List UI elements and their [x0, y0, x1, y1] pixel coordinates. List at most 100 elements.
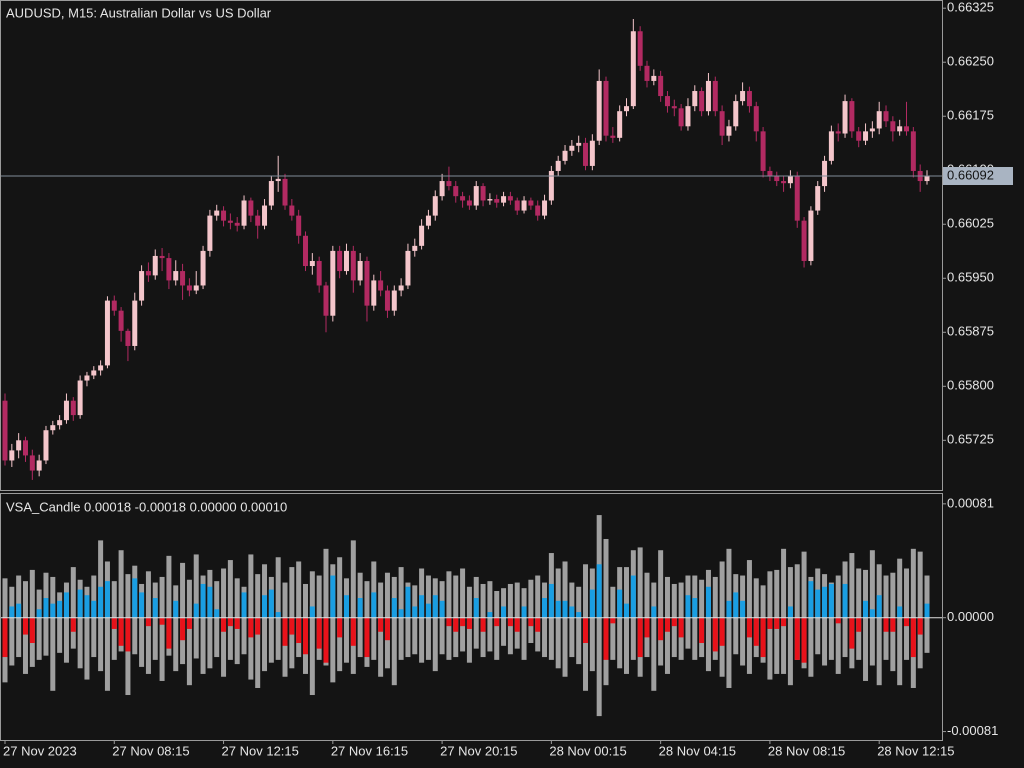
range-bar-down [152, 617, 158, 660]
range-bar-up [50, 576, 56, 618]
value-bar [740, 600, 746, 618]
candle-body [692, 91, 698, 107]
range-bar-up [227, 560, 233, 618]
range-bar-down [733, 617, 739, 655]
range-bar-down [63, 617, 69, 663]
candle-body [589, 140, 595, 166]
value-bar [43, 598, 49, 618]
value-bar [275, 612, 281, 618]
value-bar [207, 586, 213, 618]
candle-body [808, 210, 814, 261]
candle-body [378, 280, 384, 291]
range-bar-down [740, 617, 746, 666]
range-bar-up [787, 567, 793, 618]
candle-body [644, 65, 650, 81]
candle-body [726, 126, 732, 136]
range-bar-down [904, 617, 910, 660]
range-bar-up [248, 554, 254, 618]
value-bar [658, 617, 664, 641]
candle-body [132, 300, 138, 346]
candle-body [371, 280, 377, 306]
value-bar [227, 617, 233, 627]
range-bar-down [173, 617, 179, 672]
candle-body [460, 196, 466, 201]
candle-body [125, 330, 131, 346]
range-bar-down [419, 617, 425, 663]
range-bar-up [16, 575, 22, 618]
y-tick-label: 0.66325 [947, 0, 994, 15]
range-bar-up [890, 572, 896, 618]
value-bar [542, 598, 548, 618]
range-bar-down [104, 617, 110, 691]
candle-body [658, 75, 664, 97]
range-bar-down [658, 617, 664, 666]
candle-body [384, 290, 390, 311]
range-bar-up [22, 581, 28, 618]
value-bar [630, 575, 636, 618]
candle-body [856, 131, 862, 141]
range-bar-up [275, 557, 281, 618]
candle-body [104, 300, 110, 366]
range-bar-down [282, 617, 288, 677]
y-tick-label: 0.65725 [947, 432, 994, 447]
range-bar-down [439, 617, 445, 655]
value-bar [569, 606, 575, 618]
value-bar [910, 617, 916, 658]
range-bar-down [501, 617, 507, 646]
range-bar-down [268, 617, 274, 663]
range-bar-up [214, 581, 220, 618]
value-bar [139, 592, 145, 618]
value-bar [84, 595, 90, 618]
range-bar-down [863, 617, 869, 681]
candle-body [733, 101, 739, 127]
candle-body [36, 460, 42, 471]
value-bar [125, 617, 131, 652]
value-bar [473, 598, 479, 618]
value-bar [610, 617, 616, 624]
range-bar-up [719, 561, 725, 618]
range-bar-up [562, 561, 568, 618]
x-tick-label: 28 Nov 08:15 [768, 743, 845, 758]
range-bar-down [77, 617, 83, 669]
range-bar-up [753, 578, 759, 618]
candle-body [214, 210, 220, 216]
candle-body [248, 200, 254, 216]
range-bar-down [241, 617, 247, 655]
range-bar-up [883, 575, 889, 618]
value-bar [562, 600, 568, 618]
candle-body [29, 455, 35, 471]
value-bar [166, 617, 172, 649]
candle-body [712, 80, 718, 112]
value-bar [446, 617, 452, 627]
range-bar-up [255, 574, 261, 618]
x-tick-label: 27 Nov 2023 [3, 743, 77, 758]
range-bar-up [623, 567, 629, 618]
range-bar-down [494, 617, 500, 660]
candle-body [835, 131, 841, 134]
value-bar [514, 617, 520, 632]
range-bar-down [200, 617, 206, 674]
value-bar [111, 617, 117, 629]
range-bar-down [262, 617, 268, 672]
candle-body [412, 245, 418, 251]
candle-body [740, 91, 746, 102]
range-bar-down [84, 617, 90, 680]
candle-body [330, 250, 336, 316]
range-bar-up [29, 569, 35, 618]
value-bar [241, 592, 247, 618]
range-bar-up [466, 586, 472, 618]
value-bar [487, 612, 493, 618]
value-bar [289, 617, 295, 635]
y-tick-label: 0.65800 [947, 378, 994, 393]
value-bar [364, 617, 370, 658]
candle-body [173, 271, 179, 281]
value-bar [494, 617, 500, 627]
candle-body [842, 101, 848, 134]
value-bar [145, 617, 151, 627]
range-bar-down [473, 617, 479, 649]
range-bar-down [453, 617, 459, 658]
value-bar [781, 617, 787, 627]
candle-body [705, 80, 711, 112]
value-bar [822, 586, 828, 618]
range-bar-down [221, 617, 227, 677]
